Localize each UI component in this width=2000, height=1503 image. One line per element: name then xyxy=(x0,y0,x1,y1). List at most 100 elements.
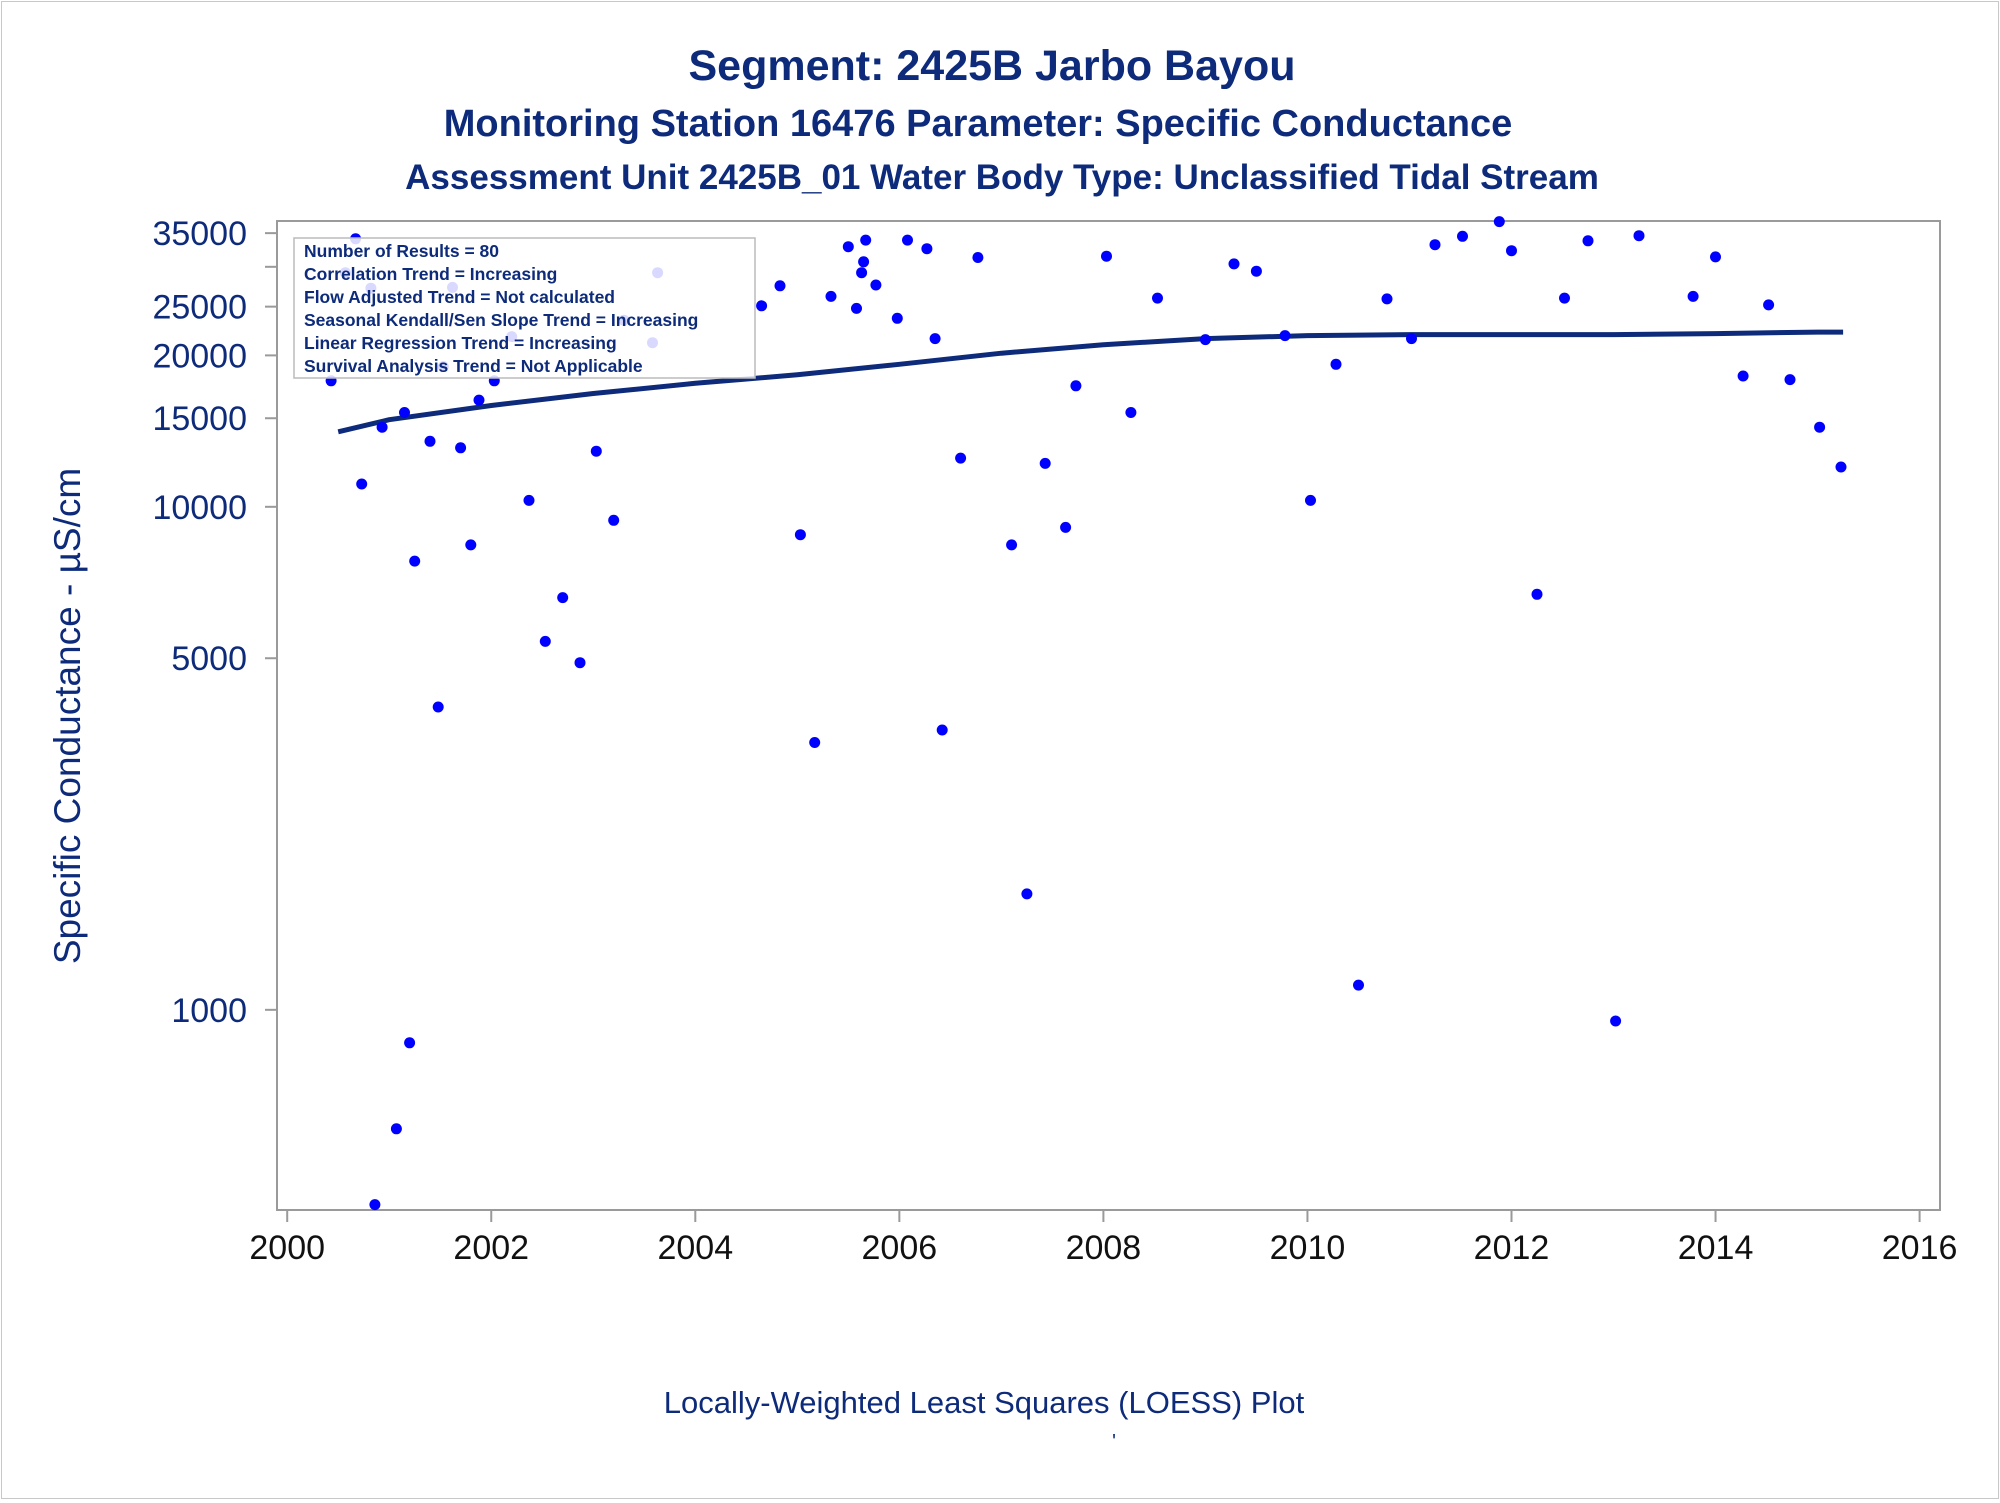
x-tick-label: 2016 xyxy=(1882,1229,1958,1267)
data-point xyxy=(608,514,620,526)
data-point xyxy=(1305,494,1316,506)
data-point xyxy=(1531,588,1543,600)
data-point xyxy=(432,701,444,713)
x-tick-label: 2008 xyxy=(1066,1229,1142,1267)
y-axis: 1000 5000 10000 15000 20000 25000 35000 xyxy=(152,215,277,1030)
loess-trend-group xyxy=(337,329,1844,435)
data-point xyxy=(929,333,941,345)
data-point xyxy=(955,452,967,464)
data-point xyxy=(590,445,602,457)
legend-line: Correlation Trend = Increasing xyxy=(304,264,557,284)
data-point xyxy=(376,421,388,433)
data-point xyxy=(455,442,467,454)
data-point xyxy=(1835,461,1847,473)
data-point xyxy=(774,280,786,292)
data-point xyxy=(756,300,768,312)
data-point xyxy=(1457,230,1468,242)
legend-background xyxy=(293,237,756,379)
x-tick-label: 2004 xyxy=(657,1229,733,1267)
data-point xyxy=(399,407,410,418)
data-point xyxy=(858,256,870,268)
data-point xyxy=(936,724,948,736)
data-point xyxy=(1199,334,1211,346)
y-tick-label: 1000 xyxy=(171,992,247,1030)
legend-lines: Number of Results = 80 Correlation Trend … xyxy=(304,241,698,376)
data-point xyxy=(1021,888,1033,900)
data-point xyxy=(465,539,477,551)
data-point xyxy=(856,267,868,279)
data-point xyxy=(1784,374,1796,386)
data-point xyxy=(870,279,882,291)
x-axis: 2000 2002 2004 2006 2008 2010 2012 2014 2016 xyxy=(249,1210,1957,1267)
y-tick-label: 25000 xyxy=(152,289,247,327)
data-point xyxy=(1330,358,1342,370)
legend-line: Linear Regression Trend = Increasing xyxy=(304,333,617,353)
x-tick-label: 2012 xyxy=(1474,1229,1550,1267)
plot-area xyxy=(276,220,1941,1211)
x-tick-label: 2002 xyxy=(453,1229,529,1267)
data-point xyxy=(921,243,933,255)
y-tick-label: 35000 xyxy=(152,215,247,253)
data-point xyxy=(1101,250,1112,262)
data-point xyxy=(369,1199,381,1211)
legend-line: Survival Analysis Trend = Not Applicable xyxy=(304,356,643,376)
data-point xyxy=(825,290,837,302)
data-point xyxy=(1633,230,1645,242)
data-point xyxy=(356,478,368,490)
data-point xyxy=(1279,330,1291,342)
y-axis-label: Specific Conductance - µS/cm xyxy=(47,468,88,964)
data-point xyxy=(424,435,436,447)
data-point xyxy=(473,394,485,406)
data-point xyxy=(1610,1015,1622,1027)
data-point xyxy=(1039,457,1051,469)
data-point xyxy=(1228,258,1240,270)
data-point xyxy=(1060,521,1072,533)
data-point xyxy=(860,234,872,246)
x-axis-label: Locally-Weighted Least Squares (LOESS) P… xyxy=(664,1385,1305,1420)
x-tick-label: 2000 xyxy=(249,1229,325,1267)
legend-line: Flow Adjusted Trend = Not calculated xyxy=(304,287,615,307)
x-tick-label: 2014 xyxy=(1678,1229,1754,1267)
data-point xyxy=(1250,265,1262,277)
x-tick-label: 2006 xyxy=(862,1229,938,1267)
y-tick-label: 5000 xyxy=(171,640,247,678)
data-point xyxy=(842,241,854,253)
chart-subtitle-station: Monitoring Station 16476 Parameter: Spec… xyxy=(444,103,1512,145)
legend-line: Number of Results = 80 xyxy=(304,241,499,261)
y-tick-label: 20000 xyxy=(152,337,247,375)
data-point xyxy=(1353,979,1364,991)
data-point xyxy=(1406,333,1417,345)
y-tick-label: 10000 xyxy=(152,489,247,527)
data-point xyxy=(409,555,421,567)
data-point xyxy=(1125,407,1137,418)
data-point xyxy=(1582,235,1594,247)
data-point xyxy=(1506,245,1517,257)
data-point xyxy=(557,592,569,604)
data-point xyxy=(1710,251,1721,263)
data-point xyxy=(390,1123,402,1135)
data-point xyxy=(794,529,806,541)
data-point xyxy=(1687,290,1699,302)
data-point xyxy=(809,737,821,748)
data-point xyxy=(1381,293,1393,305)
data-point xyxy=(1559,292,1570,304)
data-point xyxy=(574,657,586,669)
data-point xyxy=(523,494,535,506)
loess-trend-line xyxy=(337,329,1844,435)
chart-subtitle-assessment: Assessment Unit 2425B_01 Water Body Type… xyxy=(405,158,1599,197)
data-point xyxy=(851,302,862,314)
x-tick-label: 2010 xyxy=(1270,1229,1346,1267)
data-point xyxy=(1763,299,1775,311)
data-point xyxy=(1429,239,1441,251)
chart-title: Segment: 2425B Jarbo Bayou xyxy=(689,42,1296,90)
data-point xyxy=(972,252,984,263)
data-point xyxy=(1814,421,1826,433)
data-point xyxy=(404,1037,416,1049)
footnote-mark: ' xyxy=(1112,1431,1116,1453)
legend-box: Number of Results = 80 Correlation Trend … xyxy=(293,237,756,379)
data-point xyxy=(1070,380,1082,392)
data-point xyxy=(1006,539,1018,551)
legend-line: Seasonal Kendall/Sen Slope Trend = Incre… xyxy=(304,310,698,330)
